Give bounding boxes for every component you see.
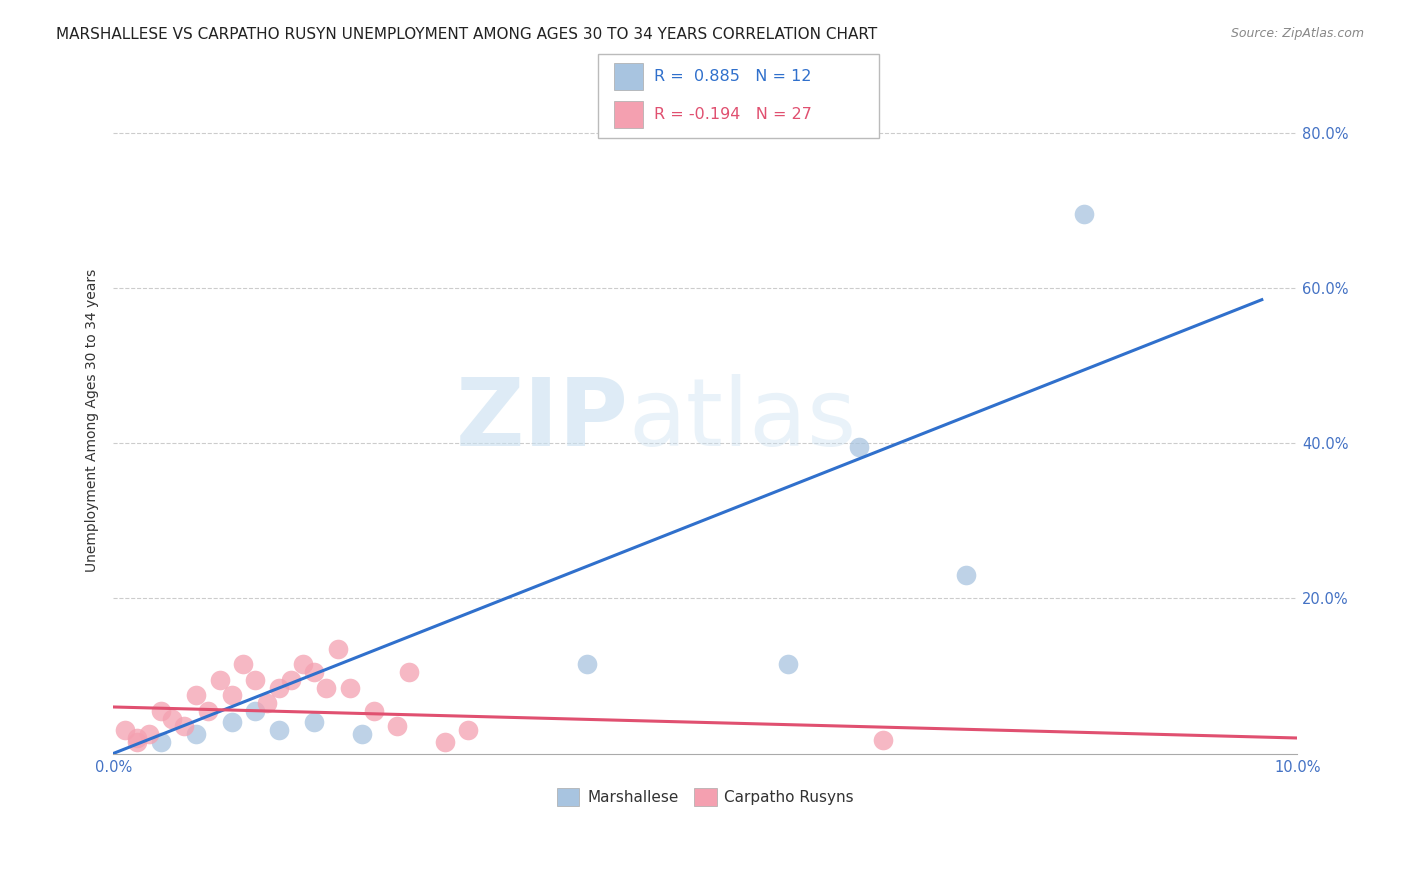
Point <box>304 715 326 730</box>
Point <box>162 712 184 726</box>
Point <box>267 723 290 738</box>
Point <box>184 689 207 703</box>
Point <box>149 704 172 718</box>
Point <box>125 731 148 745</box>
Point <box>245 704 267 718</box>
Text: R =  0.885   N = 12: R = 0.885 N = 12 <box>654 69 811 84</box>
Point <box>221 715 243 730</box>
Point <box>267 681 290 695</box>
Point <box>197 704 219 718</box>
Point <box>245 673 267 687</box>
Point <box>848 440 870 454</box>
Point <box>184 727 207 741</box>
Point <box>398 665 420 679</box>
Point <box>955 568 977 582</box>
Point <box>125 735 148 749</box>
Point <box>1073 207 1095 221</box>
Point <box>387 719 409 733</box>
Text: R = -0.194   N = 27: R = -0.194 N = 27 <box>654 107 811 122</box>
Point <box>872 732 894 747</box>
Text: atlas: atlas <box>628 374 856 466</box>
Point <box>114 723 136 738</box>
Point <box>433 735 456 749</box>
Point <box>778 657 800 672</box>
Point <box>328 641 350 656</box>
Point <box>291 657 314 672</box>
Point <box>173 719 195 733</box>
Point <box>208 673 231 687</box>
Point <box>256 696 278 710</box>
Point <box>138 727 160 741</box>
Text: ZIP: ZIP <box>456 374 628 466</box>
Point <box>350 727 373 741</box>
Point <box>280 673 302 687</box>
Point <box>232 657 254 672</box>
Point <box>221 689 243 703</box>
Point <box>304 665 326 679</box>
Point <box>149 735 172 749</box>
Text: MARSHALLESE VS CARPATHO RUSYN UNEMPLOYMENT AMONG AGES 30 TO 34 YEARS CORRELATION: MARSHALLESE VS CARPATHO RUSYN UNEMPLOYME… <box>56 27 877 42</box>
Point <box>315 681 337 695</box>
Y-axis label: Unemployment Among Ages 30 to 34 years: Unemployment Among Ages 30 to 34 years <box>86 268 100 572</box>
Point <box>363 704 385 718</box>
Point <box>575 657 598 672</box>
Point <box>457 723 479 738</box>
Text: Source: ZipAtlas.com: Source: ZipAtlas.com <box>1230 27 1364 40</box>
Point <box>339 681 361 695</box>
Legend: Marshallese, Carpatho Rusyns: Marshallese, Carpatho Rusyns <box>551 781 860 813</box>
